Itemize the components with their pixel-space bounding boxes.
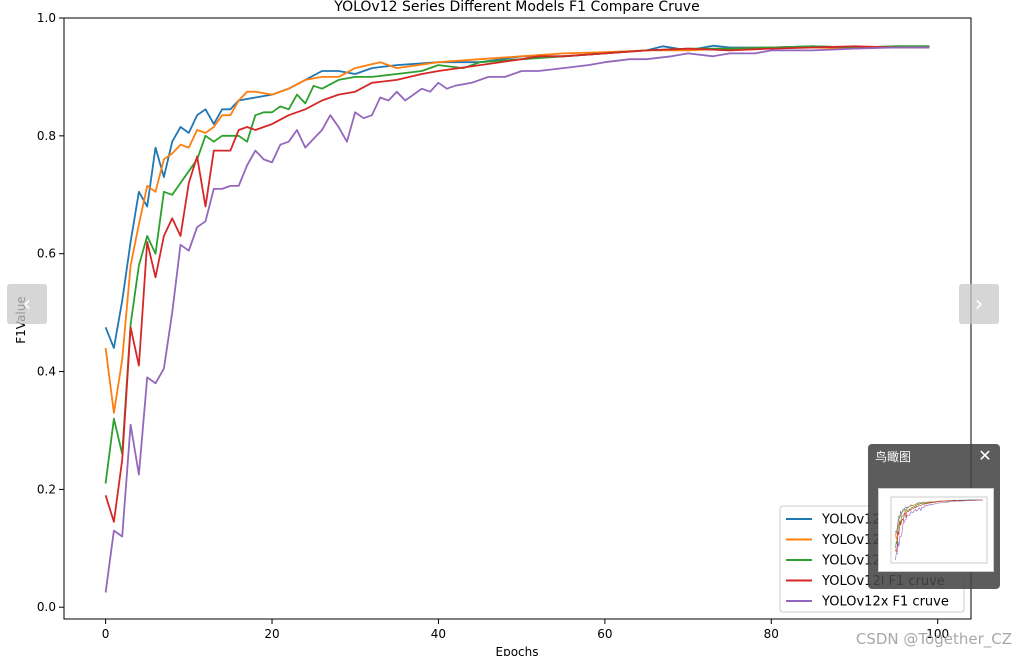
x-axis: 0 20 40 60 80 100: [102, 619, 949, 641]
y-tick-label-4: 0.8: [37, 129, 56, 143]
y-tick-label-1: 0.2: [37, 482, 56, 496]
minimap-frame: [890, 496, 988, 564]
minimap-preview: [890, 496, 988, 564]
x-tick-label-0: 0: [102, 627, 110, 641]
series-line-1: [104, 45, 930, 414]
y-tick-label-0: 0.0: [37, 600, 56, 614]
x-tick-label-3: 60: [597, 627, 612, 641]
series-line-3: [104, 45, 930, 523]
minimap-thumbnail[interactable]: [878, 488, 994, 572]
chevron-left-icon: ‹: [22, 291, 32, 317]
watermark: CSDN @Together_CZ: [855, 630, 1012, 648]
minimap-panel: 鸟瞰图 ✕: [868, 444, 1000, 589]
series-line-2: [104, 45, 930, 484]
y-tick-label-2: 0.4: [37, 365, 56, 379]
x-tick-label-1: 20: [264, 627, 279, 641]
minimap-series-3: [895, 499, 983, 553]
close-icon: ✕: [978, 446, 992, 465]
y-tick-label-5: 1.0: [37, 11, 56, 25]
minimap-series-4: [895, 499, 983, 561]
y-tick-label-3: 0.6: [37, 247, 56, 261]
minimap-close-button[interactable]: ✕: [976, 447, 994, 465]
y-axis: 0.0 0.2 0.4 0.6 0.8 1.0: [37, 11, 64, 614]
x-tick-label-5: 100: [926, 627, 949, 641]
x-axis-label: Epochs: [496, 645, 539, 656]
chevron-right-icon: ›: [974, 291, 984, 317]
legend-label-4: YOLOv12x F1 cruve: [821, 595, 949, 610]
minimap-title: 鸟瞰图: [875, 450, 912, 464]
x-tick-label-4: 80: [764, 627, 779, 641]
series-line-0: [104, 44, 930, 349]
series-line-4: [104, 46, 930, 593]
plot-area: [104, 44, 930, 593]
x-tick-label-2: 40: [431, 627, 446, 641]
previous-image-button[interactable]: ‹: [7, 284, 47, 324]
next-image-button[interactable]: ›: [959, 284, 999, 324]
minimap-series-0: [895, 499, 983, 535]
chart-title: YOLOv12 Series Different Models F1 Compa…: [333, 0, 699, 15]
minimap-series-1: [895, 499, 983, 541]
